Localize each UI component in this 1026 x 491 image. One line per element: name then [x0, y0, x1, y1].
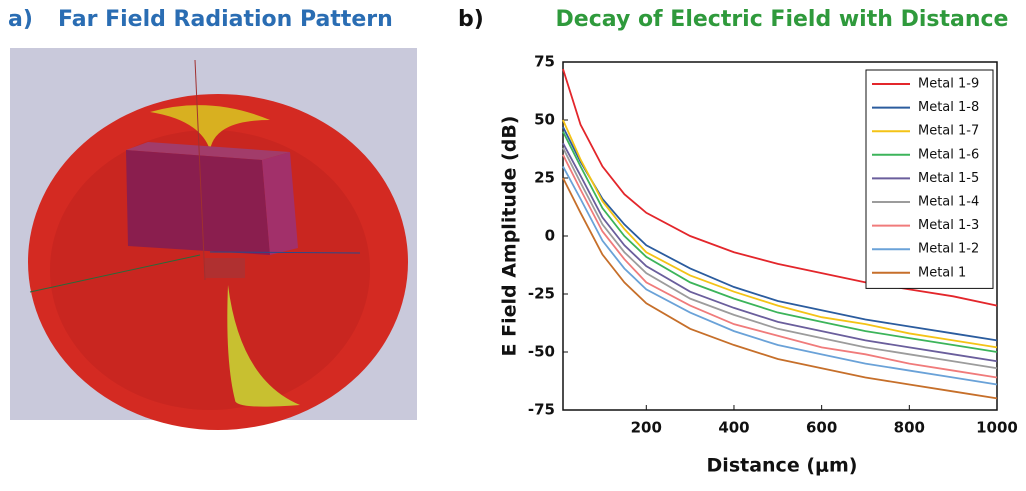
series-line — [562, 165, 998, 386]
y-tick-label: 25 — [534, 169, 555, 187]
panel-label: a) — [8, 7, 33, 32]
legend-label: Metal 1-8 — [918, 100, 979, 115]
panel-title: Far Field Radiation Pattern — [58, 7, 393, 32]
y-tick-label: -25 — [528, 285, 555, 303]
series-line — [562, 177, 998, 400]
legend-label: Metal 1-5 — [918, 171, 979, 186]
x-tick-label: 800 — [894, 419, 925, 437]
series-line — [562, 126, 998, 342]
series-line — [562, 147, 998, 370]
series-line — [562, 154, 998, 379]
y-tick-label: 75 — [534, 53, 555, 71]
legend-label: Metal 1-6 — [918, 147, 979, 162]
panel-label: b) — [458, 7, 484, 32]
x-axis-label: Distance (μm) — [707, 455, 858, 477]
x-tick-label: 1000 — [976, 419, 1018, 437]
x-tick-label: 600 — [806, 419, 837, 437]
y-tick-label: -50 — [528, 343, 555, 361]
x-tick-label: 200 — [631, 419, 662, 437]
y-tick-label: -75 — [528, 401, 555, 419]
series-line — [562, 68, 998, 307]
series-line — [562, 119, 998, 349]
y-tick-label: 0 — [545, 227, 555, 245]
series-line — [562, 131, 998, 353]
radiation-render — [10, 48, 417, 430]
x-tick-label: 400 — [718, 419, 749, 437]
legend-label: Metal 1-3 — [918, 218, 979, 233]
y-tick-label: 50 — [534, 111, 555, 129]
legend-label: Metal 1-7 — [918, 124, 979, 139]
y-axis-label: E Field Amplitude (dB) — [499, 116, 521, 357]
series-line — [562, 142, 998, 363]
legend-label: Metal 1-9 — [918, 77, 979, 92]
legend-label: Metal 1-4 — [918, 195, 979, 210]
chart-title: Decay of Electric Field with Distance — [556, 7, 1009, 32]
legend-label: Metal 1 — [918, 265, 966, 280]
legend-label: Metal 1-2 — [918, 242, 979, 257]
